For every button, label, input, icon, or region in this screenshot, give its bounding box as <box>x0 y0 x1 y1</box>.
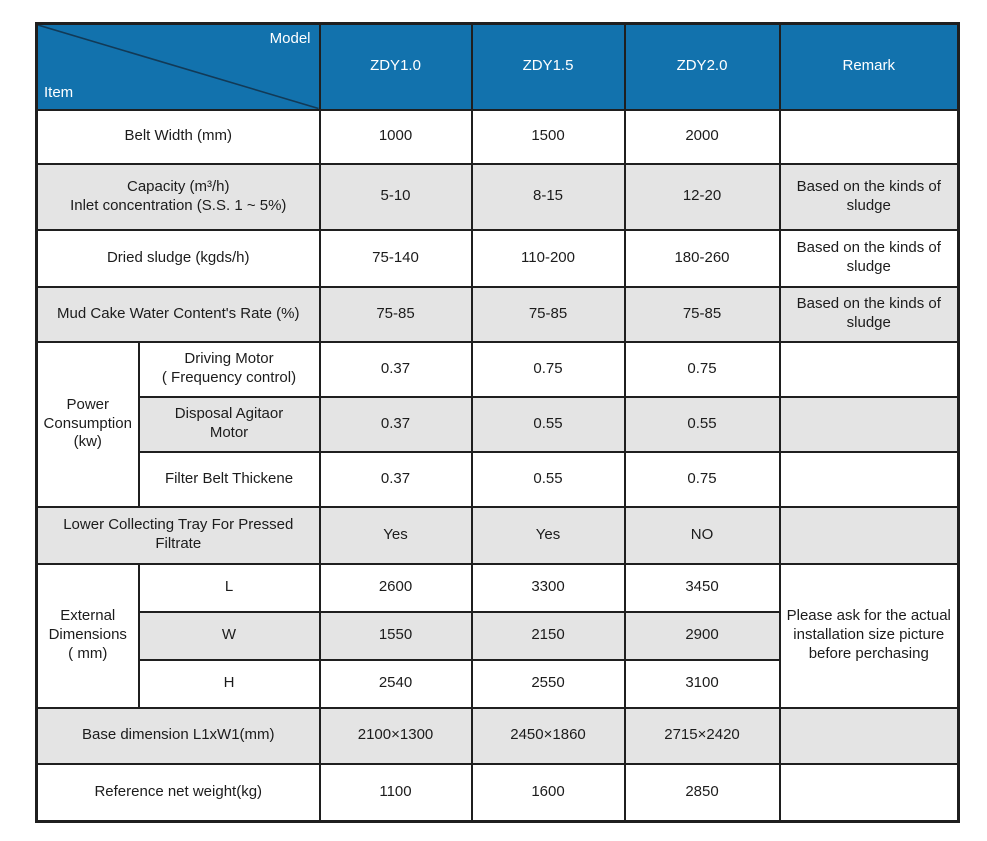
value-cell: NO <box>623 505 781 565</box>
corner-label-item: Item <box>44 83 74 101</box>
diagonal-divider-line <box>38 25 319 109</box>
value-cell: 1600 <box>470 762 626 823</box>
value-cell: 0.75 <box>470 340 626 398</box>
remark-cell: Based on the kinds of sludge <box>778 285 960 343</box>
column-header-zdy2-0: ZDY2.0 <box>623 22 781 111</box>
value-cell: 0.37 <box>318 340 473 398</box>
value-cell: Yes <box>318 505 473 565</box>
remark-cell-empty <box>778 395 960 453</box>
sub-row-label: Disposal Agitaor Motor <box>137 395 321 453</box>
table-row-net-weight: Reference net weight(kg) 1100 1600 2850 <box>35 762 960 823</box>
row-label: Lower Collecting Tray For Pressed Filtra… <box>35 505 321 565</box>
value-cell: 75-140 <box>318 228 473 288</box>
sub-row-label: Filter Belt Thickene <box>137 450 321 508</box>
table-row-dimension-w: W 1550 2150 2900 <box>37 610 959 661</box>
remark-cell: Based on the kinds of sludge <box>778 228 960 288</box>
table-row-disposal-agitaor: Disposal Agitaor Motor 0.37 0.55 0.55 <box>37 395 960 453</box>
table-row-mud-cake: Mud Cake Water Content's Rate (%) 75-85 … <box>35 285 960 343</box>
group-label-external-dimensions: External Dimensions ( mm) <box>35 562 140 709</box>
table-row-dimension-l: External Dimensions ( mm) L 2600 3300 34… <box>35 562 960 709</box>
value-cell: 0.75 <box>623 340 781 398</box>
value-cell: 2550 <box>470 658 626 709</box>
value-cell: 75-85 <box>318 285 473 343</box>
remark-cell-installation-note: Please ask for the actual installation s… <box>778 562 960 709</box>
value-cell: 75-85 <box>470 285 626 343</box>
value-cell: 1000 <box>318 108 473 165</box>
table-row-belt-width: Belt Width (mm) 1000 1500 2000 <box>35 108 960 165</box>
remark-cell-empty <box>778 706 960 765</box>
specification-table: Model Item ZDY1.0 ZDY1.5 ZDY2.0 Remark B… <box>35 22 960 823</box>
value-cell: 1550 <box>318 610 473 661</box>
value-cell: 1100 <box>318 762 473 823</box>
sub-row-label: L <box>137 562 321 613</box>
sub-row-label: Driving Motor ( Frequency control) <box>137 340 321 398</box>
value-cell: 5-10 <box>318 162 473 231</box>
table-row-filter-belt: Filter Belt Thickene 0.37 0.55 0.75 <box>37 450 960 508</box>
value-cell: 110-200 <box>470 228 626 288</box>
remark-cell: Based on the kinds of sludge <box>778 162 960 231</box>
table-row-base-dimension: Base dimension L1xW1(mm) 2100×1300 2450×… <box>35 706 960 765</box>
value-cell: 2540 <box>318 658 473 709</box>
remark-cell-empty <box>778 450 960 508</box>
value-cell: 2715×2420 <box>623 706 781 765</box>
value-cell: 0.75 <box>623 450 781 508</box>
value-cell: 3450 <box>623 562 781 613</box>
table-row-capacity: Capacity (m³/h) Inlet concentration (S.S… <box>35 162 960 231</box>
table-row-driving-motor: Power Consumption (kw) Driving Motor ( F… <box>35 340 960 508</box>
value-cell: Yes <box>470 505 626 565</box>
value-cell: 12-20 <box>623 162 781 231</box>
table-header-row: Model Item ZDY1.0 ZDY1.5 ZDY2.0 Remark <box>35 22 960 111</box>
value-cell: 0.55 <box>623 395 781 453</box>
value-cell: 0.37 <box>318 395 473 453</box>
remark-cell-empty <box>778 762 960 823</box>
remark-cell-empty <box>778 505 960 565</box>
value-cell: 2900 <box>623 610 781 661</box>
value-cell: 3100 <box>623 658 781 709</box>
value-cell: 2150 <box>470 610 626 661</box>
row-label: Reference net weight(kg) <box>35 762 321 823</box>
row-label: Base dimension L1xW1(mm) <box>35 706 321 765</box>
value-cell: 75-85 <box>623 285 781 343</box>
row-label: Mud Cake Water Content's Rate (%) <box>35 285 321 343</box>
column-header-zdy1-5: ZDY1.5 <box>470 22 626 111</box>
remark-cell-empty <box>778 340 960 398</box>
value-cell: 2600 <box>318 562 473 613</box>
corner-label-model: Model <box>269 30 311 47</box>
row-label: Dried sludge (kgds/h) <box>35 228 321 288</box>
table-row-dried-sludge: Dried sludge (kgds/h) 75-140 110-200 180… <box>35 228 960 288</box>
row-label: Belt Width (mm) <box>35 108 321 165</box>
value-cell: 2000 <box>623 108 781 165</box>
value-cell: 2850 <box>623 762 781 823</box>
row-label: Capacity (m³/h) Inlet concentration (S.S… <box>35 162 321 231</box>
table-row-lower-tray: Lower Collecting Tray For Pressed Filtra… <box>35 505 960 565</box>
value-cell: 0.37 <box>318 450 473 508</box>
model-item-corner-cell: Model Item <box>35 22 321 111</box>
sub-row-label: H <box>137 658 321 709</box>
value-cell: 8-15 <box>470 162 626 231</box>
column-header-zdy1-0: ZDY1.0 <box>318 22 473 111</box>
column-header-remark: Remark <box>778 22 960 111</box>
value-cell: 0.55 <box>470 450 626 508</box>
value-cell: 3300 <box>470 562 626 613</box>
value-cell: 0.55 <box>470 395 626 453</box>
sub-row-label: W <box>137 610 321 661</box>
value-cell: 180-260 <box>623 228 781 288</box>
value-cell: 1500 <box>470 108 626 165</box>
group-label-power-consumption: Power Consumption (kw) <box>35 340 140 508</box>
value-cell: 2450×1860 <box>470 706 626 765</box>
value-cell: 2100×1300 <box>318 706 473 765</box>
remark-cell-empty <box>778 108 960 165</box>
table-row-dimension-h: H 2540 2550 3100 <box>37 658 959 709</box>
